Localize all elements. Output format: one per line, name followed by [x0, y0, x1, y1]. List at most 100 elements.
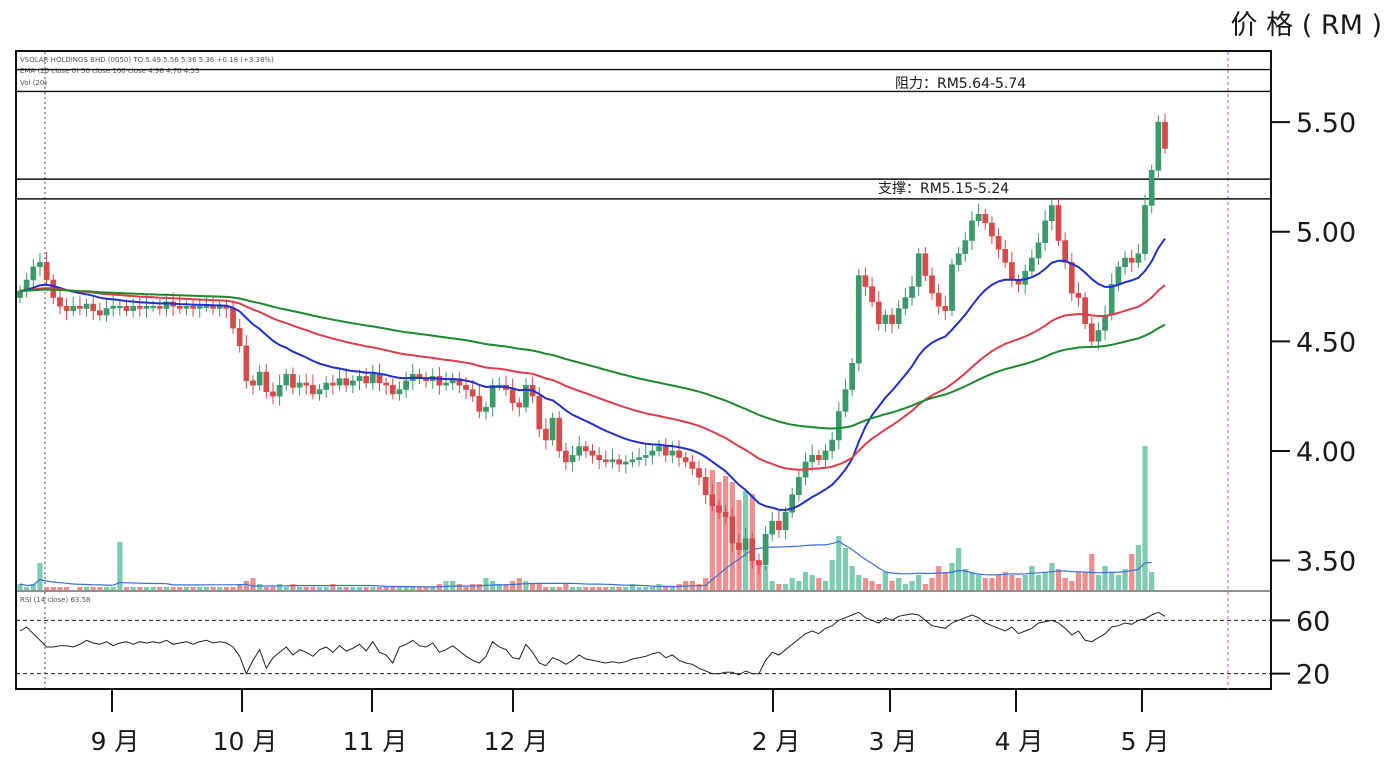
candle-body: [523, 384, 529, 408]
volume-bar: [90, 587, 96, 590]
volume-bar: [290, 584, 296, 590]
volume-bar: [343, 587, 349, 590]
x-tick-label: 12 月: [484, 727, 549, 756]
candle-body: [216, 306, 223, 309]
volume-bar: [37, 563, 43, 590]
volume-bar: [310, 587, 316, 590]
y-tick-label: 4.50: [1296, 327, 1356, 358]
volume-bar: [849, 566, 855, 590]
chart-header-line-1: VSOLAR HOLDINGS BHD (0050) TO 5.49 5.56 …: [20, 56, 274, 64]
volume-bar: [1135, 545, 1141, 590]
candle-body: [1128, 257, 1135, 263]
volume-bar: [989, 578, 995, 590]
candle-body: [443, 382, 449, 386]
volume-bar: [776, 584, 782, 590]
candle-body: [383, 382, 389, 386]
y-tick-label: 4.00: [1296, 437, 1356, 468]
volume-bar: [922, 584, 928, 590]
volume-bar: [1082, 572, 1088, 590]
volume-bar: [1142, 446, 1148, 590]
volume-bar: [190, 587, 196, 590]
candle-body: [989, 222, 995, 237]
volume-bar: [1122, 569, 1128, 590]
volume-bar: [649, 587, 656, 590]
candle-body: [509, 389, 516, 403]
candle-body: [702, 476, 709, 496]
candle-body: [110, 306, 117, 309]
volume-bar: [356, 587, 363, 590]
volume-bar: [829, 560, 835, 590]
volume-bar: [350, 587, 356, 590]
volume-bar: [616, 587, 622, 590]
volume-bar: [896, 578, 902, 590]
volume-bar: [643, 587, 649, 590]
candle-body: [130, 306, 137, 311]
candle-body: [323, 382, 330, 390]
chart-header-line-3: Vol (20): [20, 79, 47, 87]
candle-body: [602, 459, 609, 463]
ema-100-line: [19, 288, 1166, 430]
volume-bar: [623, 587, 629, 590]
volume-bar: [1015, 578, 1022, 590]
volume-bar: [223, 587, 229, 590]
candle-body: [90, 303, 97, 311]
volume-bar: [696, 584, 702, 590]
candle-body: [1075, 292, 1082, 298]
x-tick-label: 4 月: [995, 727, 1044, 756]
volume-bar: [97, 587, 103, 590]
volume-bar: [822, 581, 829, 590]
candle-body: [855, 275, 862, 364]
candle-body: [1095, 330, 1102, 342]
volume-bar: [842, 548, 849, 590]
volume-bar: [230, 587, 236, 590]
candle-body: [536, 395, 543, 430]
candle-body: [316, 389, 323, 395]
candle-body: [516, 402, 523, 408]
volume-bar: [44, 587, 50, 590]
candle-body: [210, 306, 216, 309]
volume-bar: [183, 587, 190, 590]
candle-body: [1115, 266, 1122, 285]
candle-body: [736, 542, 742, 550]
volume-bar: [583, 587, 589, 590]
candle-body: [842, 389, 849, 412]
candle-body: [1009, 262, 1015, 281]
candle-body: [463, 384, 469, 390]
volume-bar: [636, 587, 642, 590]
volume-bar: [836, 536, 842, 590]
volume-bar: [862, 578, 869, 590]
volume-bar: [416, 587, 423, 590]
volume-bar: [902, 584, 908, 590]
volume-bar: [50, 587, 56, 590]
rsi-tick-label: 60: [1296, 606, 1330, 637]
volume-bar: [723, 476, 729, 590]
candle-body: [1162, 121, 1168, 149]
volume-bar: [1149, 572, 1155, 590]
volume-bar: [316, 587, 323, 590]
candle-body: [230, 308, 236, 329]
candle-body: [835, 411, 842, 441]
candle-body: [143, 306, 150, 309]
candle-body: [636, 457, 642, 460]
volume-bar: [669, 587, 675, 590]
volume-bar: [143, 587, 150, 590]
volume-bar: [503, 584, 509, 590]
volume-bar: [809, 575, 815, 590]
candle-body: [436, 376, 443, 386]
candle-body: [649, 450, 656, 456]
candle-body: [1055, 205, 1062, 241]
volume-bar: [629, 584, 636, 590]
volume-bar: [769, 581, 775, 590]
volume-bar: [257, 584, 263, 590]
candle-body: [236, 327, 243, 346]
volume-bar: [656, 584, 662, 590]
volume-bar: [363, 587, 369, 590]
volume-bar: [330, 584, 336, 590]
candle-body: [349, 380, 356, 386]
volume-bar: [496, 584, 502, 590]
volume-bar: [789, 578, 795, 590]
candle-body: [77, 306, 83, 309]
candle-body: [356, 376, 363, 382]
candle-body: [849, 363, 855, 390]
volume-bar: [762, 566, 769, 590]
